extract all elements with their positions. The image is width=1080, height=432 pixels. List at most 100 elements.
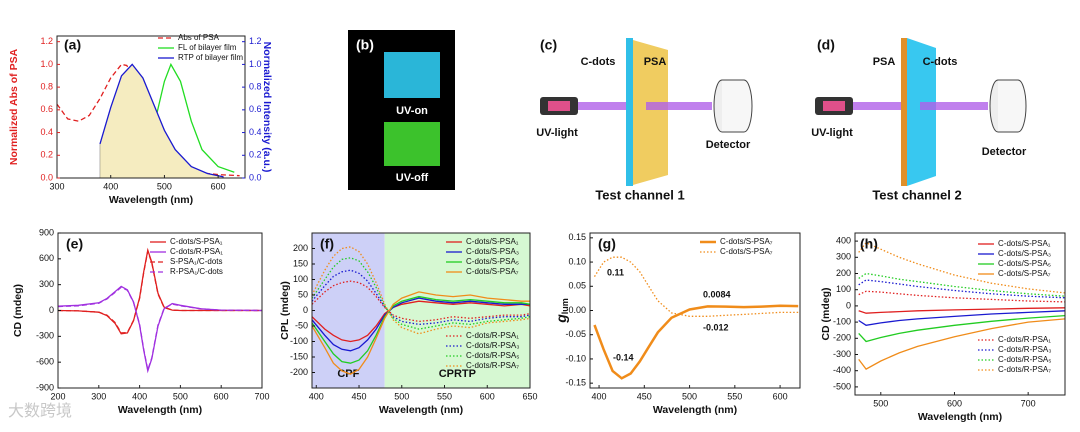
y-axis-label: CPL (mdeg) (279, 281, 291, 340)
legend-label: C-dots/R-PSA₅ (998, 355, 1051, 364)
x-tick-label: 450 (637, 391, 652, 401)
x-tick-label: 400 (309, 391, 324, 401)
detector-label: Detector (982, 146, 1027, 158)
plot-frame (56, 35, 246, 179)
x-tick-label: 500 (157, 181, 172, 191)
line (312, 280, 530, 323)
y2-tick-label: 0.8 (249, 81, 262, 91)
line (312, 295, 530, 364)
y2-tick-label: 0.0 (249, 172, 262, 182)
y-axis-label: Normalized Abs of PSA (8, 48, 20, 165)
y-tick-label: 0.15 (568, 232, 586, 242)
y-tick-label: -200 (290, 367, 308, 377)
y-tick-label: 0 (846, 300, 851, 310)
x-tick-label: 600 (480, 391, 495, 401)
x-axis-label: Wavelength (nm) (653, 404, 737, 416)
legend-label: R-PSA₁/C-dots (170, 267, 223, 276)
line (858, 290, 1065, 303)
region-label: CPRTP (439, 368, 476, 380)
y-tick-label: 0.10 (568, 256, 586, 266)
emission-beam (920, 102, 988, 110)
panel-label: (b) (356, 37, 374, 53)
y-tick-label: -100 (833, 316, 851, 326)
x-tick-label: 700 (1021, 398, 1036, 408)
line (312, 269, 530, 326)
plot-frame (854, 232, 1066, 396)
x-tick-label: 550 (727, 391, 742, 401)
legend-label: C-dots/S-PSA₇ (998, 269, 1051, 278)
y-tick-label: -300 (36, 331, 54, 341)
y2-axis-label: Normalized Intensity (a.u.) (261, 42, 273, 173)
y-tick-label: 600 (39, 253, 54, 263)
source-label: UV-light (536, 127, 578, 139)
emission-beam (646, 102, 712, 110)
x-axis-label: Wavelength (nm) (109, 194, 193, 206)
film-uv-on (384, 52, 440, 98)
y-tick-label: 200 (293, 243, 308, 253)
y-axis-label-sub: lum (560, 298, 570, 314)
legend-label: C-dots/R-PSA₃ (998, 345, 1052, 354)
line (312, 297, 530, 352)
y-tick-label: 100 (836, 284, 851, 294)
y-tick-label: 0 (49, 305, 54, 315)
panel-label: (d) (817, 37, 835, 53)
line (858, 318, 1065, 370)
legend-label: RTP of bilayer film (178, 53, 243, 62)
detector-body (998, 79, 1027, 133)
y-tick-label: 200 (836, 268, 851, 278)
legend-label: S-PSA₁/C-dots (170, 257, 223, 266)
x-axis-label: Wavelength (nm) (379, 404, 463, 416)
y-tick-label: -300 (833, 349, 851, 359)
film-uv-off (384, 122, 440, 166)
panel-label: (a) (64, 37, 81, 53)
legend-label: C-dots/R-PSA₅ (466, 351, 519, 360)
legend-label: C-dots/R-PSA₁ (466, 331, 519, 340)
y-tick-label: 1.2 (40, 36, 53, 46)
x-tick-label: 600 (211, 181, 226, 191)
photo-caption: UV-off (396, 172, 429, 184)
legend-label: C-dots/S-PSA₁ (170, 237, 223, 246)
annotation: -0.012 (703, 322, 729, 332)
x-tick-label: 550 (437, 391, 452, 401)
y-tick-label: -0.10 (565, 353, 586, 363)
x-tick-label: 200 (50, 391, 65, 401)
y2-tick-label: 0.4 (249, 127, 262, 137)
source-label: UV-light (811, 127, 853, 139)
cdots-layer (626, 38, 633, 186)
y-tick-label: 0.2 (40, 150, 53, 160)
uv-lamp-core (548, 101, 570, 111)
x-tick-label: 500 (682, 391, 697, 401)
line (593, 256, 799, 317)
line (593, 304, 799, 380)
legend-label: C-dots/S-PSA₃ (998, 249, 1051, 258)
y-tick-label: 100 (293, 274, 308, 284)
panel-label: (c) (540, 37, 557, 53)
psa-layer (633, 40, 668, 185)
x-tick-label: 400 (132, 391, 147, 401)
diagram-caption: Test channel 1 (595, 187, 684, 202)
y2-tick-label: 1.2 (249, 36, 262, 46)
y-axis-label: CD (mdeg) (820, 287, 832, 340)
y-tick-label: -600 (36, 357, 54, 367)
line (858, 279, 1065, 299)
layer-label: C-dots (581, 56, 616, 68)
y-tick-label: -500 (833, 381, 851, 391)
layer-label: PSA (873, 56, 896, 68)
line (858, 307, 1065, 314)
legend-label: Abs of PSA (178, 33, 220, 42)
y-tick-label: -400 (833, 365, 851, 375)
y-tick-label: 0.00 (568, 305, 586, 315)
line (99, 63, 224, 178)
y-tick-label: -150 (290, 351, 308, 361)
y-tick-label: 0.0 (40, 172, 53, 182)
line (858, 314, 1065, 343)
x-tick-label: 500 (173, 391, 188, 401)
y-tick-label: 0.8 (40, 81, 53, 91)
legend-label: C-dots/R-PSA₇ (466, 361, 519, 370)
y-tick-label: 0.05 (568, 281, 586, 291)
y-tick-label: -0.15 (565, 378, 586, 388)
legend-label: FL of bilayer film (178, 43, 237, 52)
layer-label: PSA (644, 56, 667, 68)
region (312, 233, 385, 388)
